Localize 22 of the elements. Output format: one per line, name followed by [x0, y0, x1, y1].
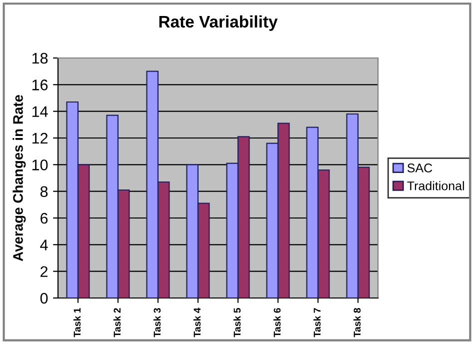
chart-title: Rate Variability — [159, 15, 278, 31]
y-tick-label: 14 — [32, 106, 48, 117]
x-tick-label: Task 7 — [313, 308, 321, 338]
x-tick-label: Task 6 — [273, 308, 281, 338]
legend-label: SAC — [407, 164, 432, 172]
x-tick-label: Task 8 — [353, 308, 361, 338]
y-axis-title: Average Changes in Rate — [12, 94, 26, 262]
x-tick-label: Task 5 — [233, 308, 241, 338]
y-tick-label: 2 — [40, 266, 48, 277]
y-tick-label: 8 — [40, 186, 48, 198]
y-tick-label: 18 — [32, 52, 48, 64]
y-tick-label: 16 — [32, 80, 48, 90]
y-tick-label: 10 — [32, 160, 48, 170]
x-tick-label: Task 3 — [153, 308, 161, 338]
x-tick-label: Task 2 — [113, 308, 121, 338]
y-tick-label: 4 — [40, 240, 48, 250]
x-tick-label: Task 4 — [193, 308, 201, 338]
y-tick-label: 0 — [40, 292, 48, 304]
x-tick-label: Task 1 — [73, 308, 81, 338]
legend-label: Traditional — [407, 181, 464, 190]
y-tick-label: 6 — [40, 212, 48, 224]
y-tick-label: 12 — [32, 132, 48, 144]
